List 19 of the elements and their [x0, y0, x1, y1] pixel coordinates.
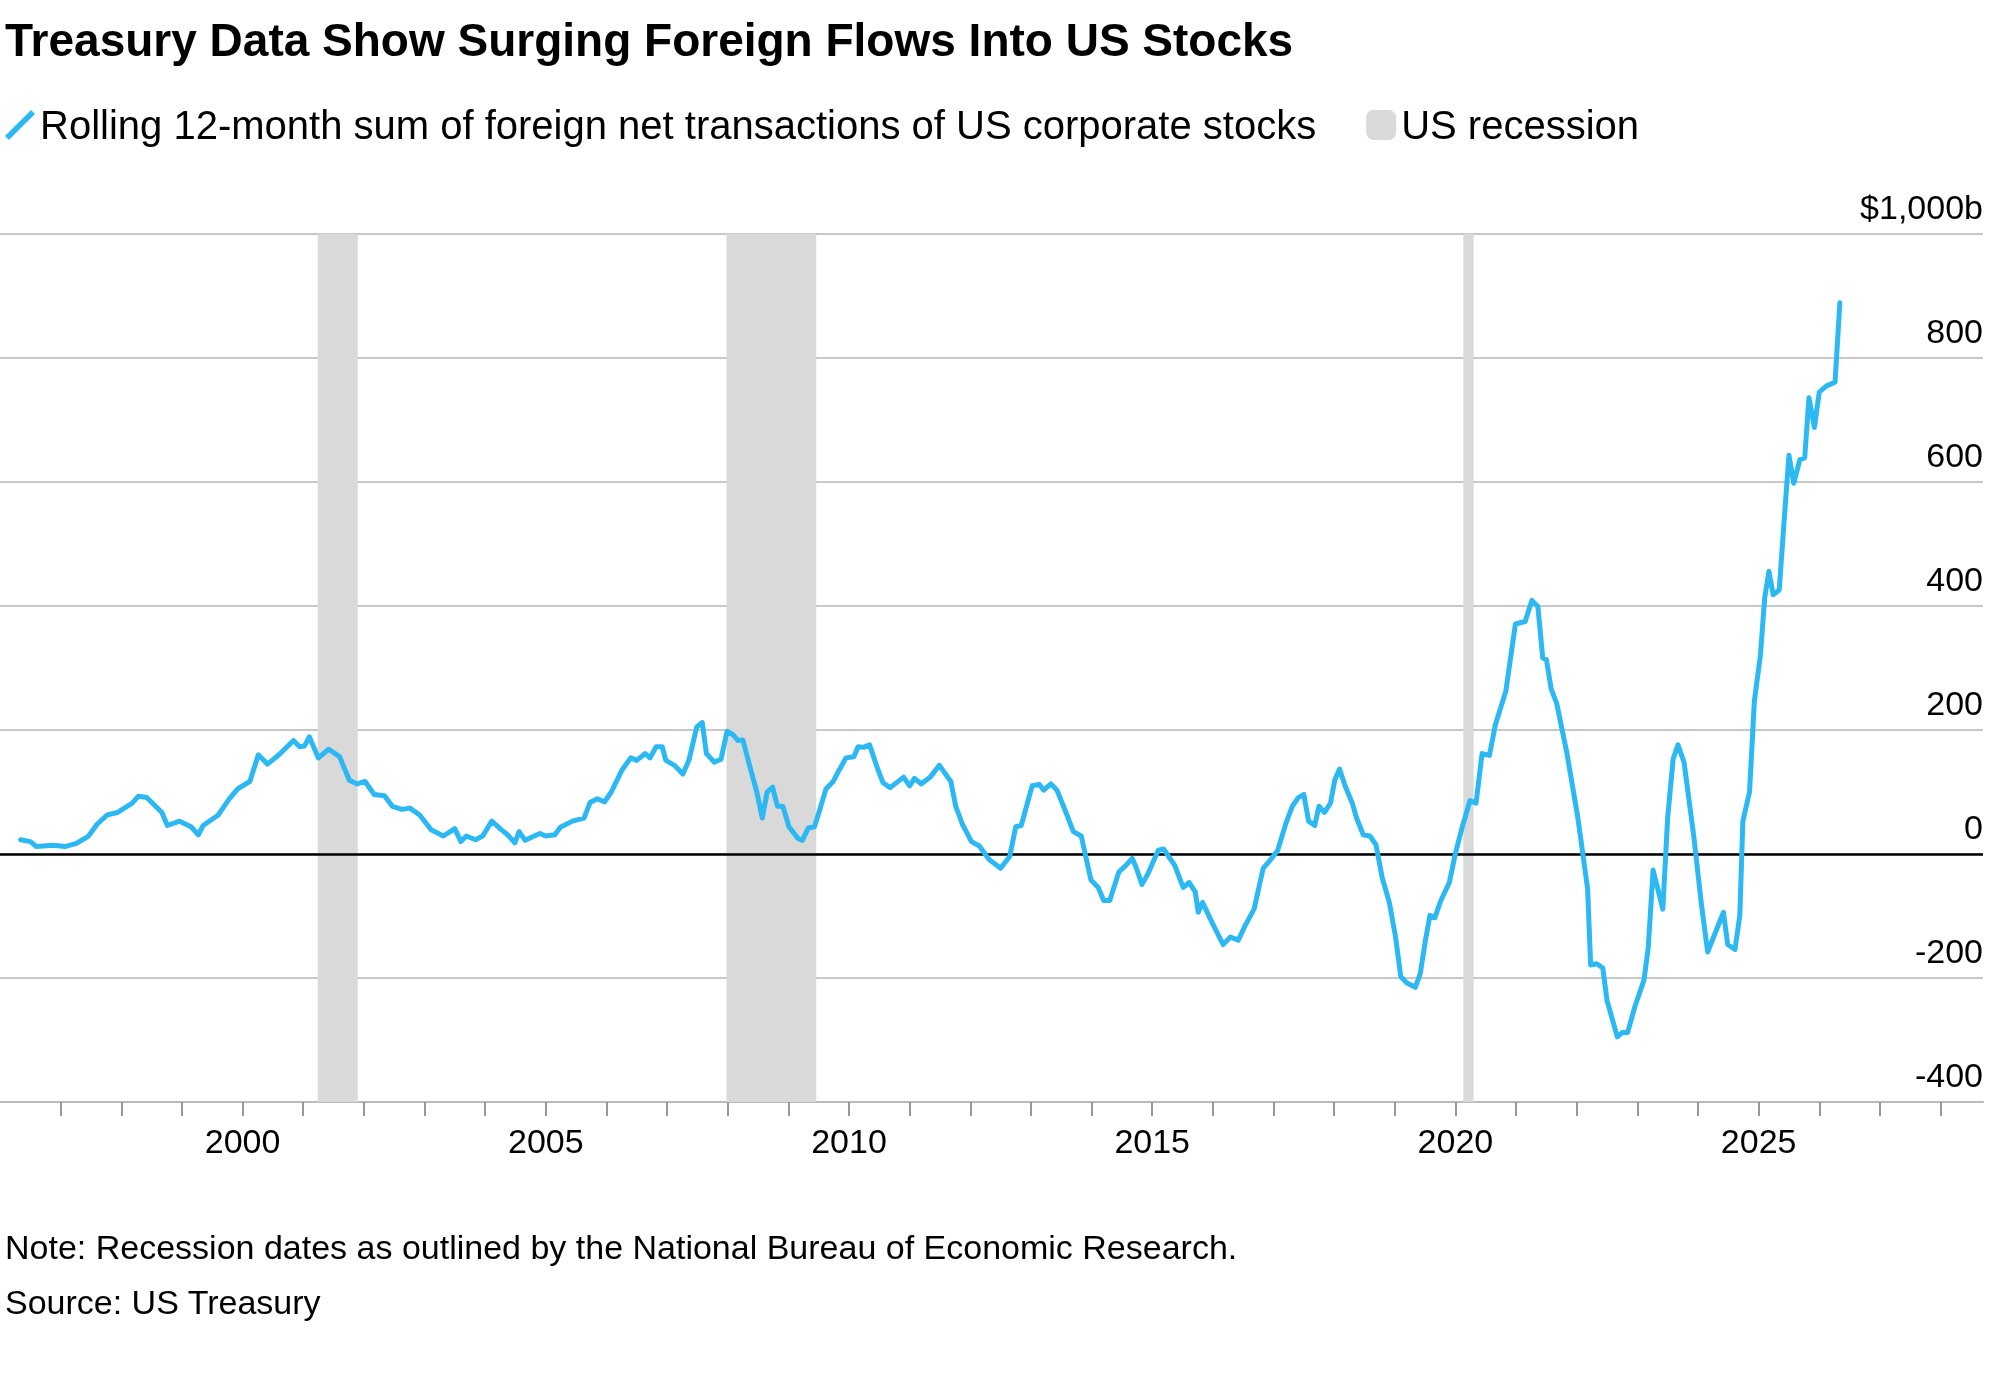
y-tick-label: $1,000b: [1860, 188, 1983, 226]
text: Note: Recession dates as outlined by the National Bureau of Economic Research.: [5, 1228, 1238, 1266]
x-tick-label: 2015: [1114, 1122, 1191, 1160]
x-tick-label: 2000: [204, 1122, 281, 1160]
y-tick-label: 800: [1926, 312, 1983, 350]
chart-title: Treasury Data Show Surging Foreign Flows Into US Stocks: [5, 14, 1294, 66]
x-tick-label: 2020: [1417, 1122, 1494, 1160]
x-tick-label: 2005: [507, 1122, 584, 1160]
y-tick-label: 600: [1926, 436, 1983, 474]
source-note: Source: US Treasury: [5, 1283, 321, 1321]
x-tick-label: 2025: [1720, 1122, 1797, 1160]
y-tick-label: 400: [1926, 560, 1983, 598]
y-tick-label: 0: [1964, 808, 1983, 846]
legend-label: Rolling 12-month sum of foreign net transactions of US corporate stocks: [40, 103, 1317, 147]
legend-label: US recession: [1401, 103, 1640, 147]
y-tick-label: -400: [1914, 1056, 1983, 1094]
y-tick-label: -200: [1914, 932, 1983, 970]
x-tick-label: 2010: [811, 1122, 887, 1160]
y-tick-label: 200: [1926, 684, 1983, 722]
